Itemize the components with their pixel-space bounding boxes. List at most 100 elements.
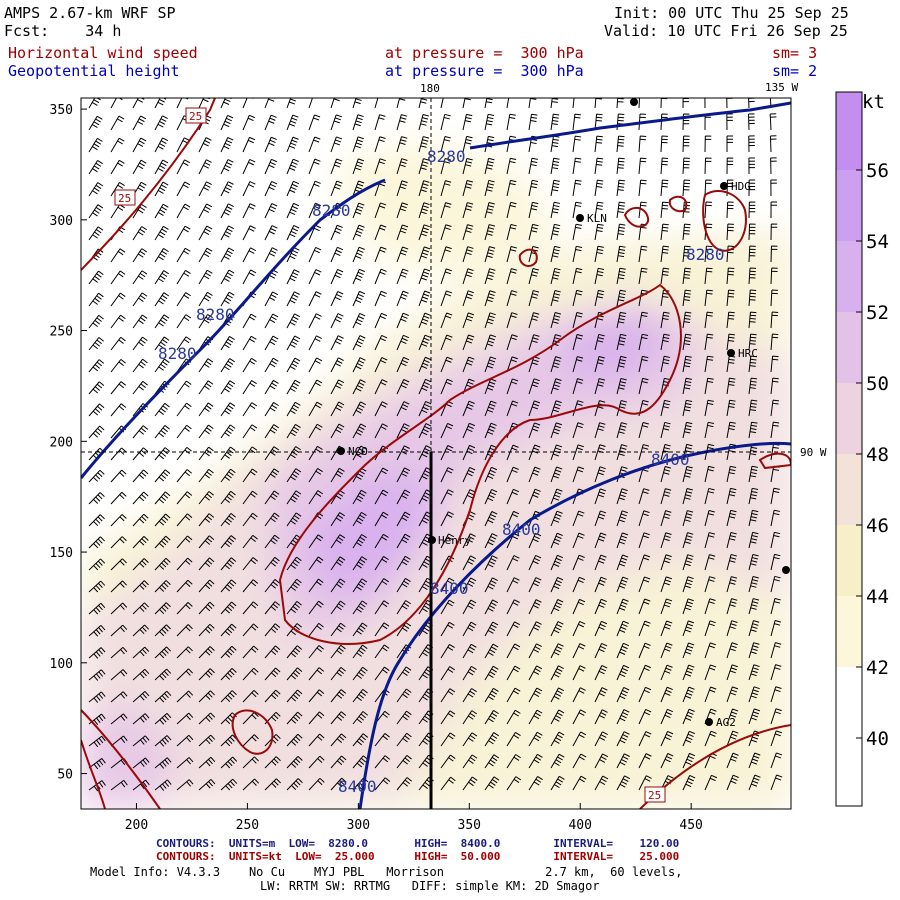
wind-barb: [264, 446, 280, 461]
wind-barb: [286, 689, 303, 703]
wind-barb: [462, 732, 478, 747]
wind-barb: [286, 667, 303, 681]
wind-barb: [374, 423, 388, 439]
wind-barb: [242, 269, 257, 285]
wind-barb: [418, 467, 432, 483]
wind-barb: [704, 157, 712, 175]
wind-barb: [418, 423, 432, 439]
wind-barb: [242, 357, 257, 373]
wind-barb: [528, 290, 540, 307]
wind-barb: [660, 355, 671, 373]
wind-barb: [484, 577, 498, 593]
wind-barb: [528, 179, 539, 197]
wind-barb: [308, 689, 325, 703]
wind-barb: [176, 292, 191, 307]
wind-barb: [660, 223, 669, 241]
wind-barb: [242, 468, 258, 483]
wind-barb: [220, 336, 235, 351]
field2-smoothing: sm= 2: [772, 62, 818, 80]
wind-barb: [132, 624, 150, 637]
wind-barb: [506, 731, 521, 747]
wind-barb: [88, 469, 105, 483]
colorbar-tick-label: 40: [866, 728, 889, 750]
wind-barb: [176, 247, 191, 263]
wind-barb: [198, 424, 214, 439]
wind-barb: [308, 556, 324, 571]
wind-contour-1: [81, 98, 216, 271]
wind-barb: [396, 290, 409, 307]
wind-barb: [198, 623, 215, 637]
wind-barb: [330, 423, 345, 439]
wind-barb: [176, 424, 192, 439]
forecast-label-text: Fcst:: [4, 22, 50, 40]
station-hrc-dot: [727, 349, 735, 357]
wind-barb: [770, 355, 779, 373]
height-label-8400-1: 8400: [651, 450, 690, 469]
wind-barb: [572, 444, 584, 461]
wind-barb: [704, 377, 714, 395]
wind-barb: [242, 734, 259, 747]
wind-barb: [528, 378, 540, 395]
wind-barb: [638, 708, 652, 725]
wind-barb: [704, 267, 713, 285]
wind-barb: [286, 733, 303, 747]
wind-barb: [198, 225, 213, 241]
wind-barb: [440, 533, 455, 549]
wind-barb: [550, 731, 565, 747]
wind-barb: [770, 179, 777, 197]
wind-barb: [484, 643, 499, 659]
wind-barb: [704, 510, 715, 527]
wind-barb: [396, 600, 411, 615]
wind-barb: [572, 576, 585, 593]
wind-barb: [484, 268, 496, 285]
wind-barb: [550, 576, 564, 593]
wind-barb: [154, 557, 171, 571]
wind-barb: [242, 756, 259, 769]
wind-barb: [242, 136, 256, 153]
wind-barb: [726, 113, 733, 131]
wind-barb: [88, 735, 106, 748]
y-tick-label: 100: [50, 657, 73, 672]
wind-barb: [682, 686, 695, 703]
wind-barb: [264, 734, 281, 747]
wind-barb: [462, 202, 474, 219]
lon-135w-label: 135 W: [765, 81, 798, 94]
wind-barb: [638, 377, 649, 395]
wind-barb: [638, 753, 652, 769]
wind-barb: [616, 377, 627, 395]
wind-barb: [660, 179, 669, 197]
wind-barb: [550, 98, 559, 109]
wind-barb: [264, 490, 280, 505]
wind-barb: [550, 753, 565, 769]
wind-barb: [88, 337, 104, 351]
wind-barb: [220, 756, 238, 769]
wind-barb: [176, 225, 191, 241]
wind-barb: [396, 268, 409, 285]
wind-barb: [264, 424, 279, 439]
wind-barb: [616, 753, 630, 769]
wind-barb: [352, 224, 365, 241]
wind-barb: [572, 267, 583, 285]
wind-barb: [594, 554, 607, 571]
wind-barb: [660, 466, 672, 483]
wind-barb: [682, 554, 694, 571]
wind-barb: [704, 98, 706, 109]
wind-barb: [198, 98, 210, 109]
wind-barb: [110, 735, 128, 747]
wind-barb: [440, 312, 453, 329]
wind-barb: [132, 735, 150, 747]
wind-barb: [682, 708, 695, 725]
wind-barb: [528, 643, 542, 659]
colorbar-segment: [836, 525, 862, 596]
wind-barb: [594, 223, 604, 241]
wind-barb: [484, 511, 498, 527]
wind-barb: [638, 179, 647, 197]
wind-barb: [594, 201, 604, 219]
wind-barb: [154, 402, 170, 417]
wind-barb: [440, 710, 456, 725]
wind-barb: [726, 598, 738, 615]
wind-barb: [638, 620, 651, 637]
station-henry-label: Henry: [438, 534, 471, 547]
wind-barb: [352, 357, 366, 373]
wind-barb: [264, 136, 277, 153]
